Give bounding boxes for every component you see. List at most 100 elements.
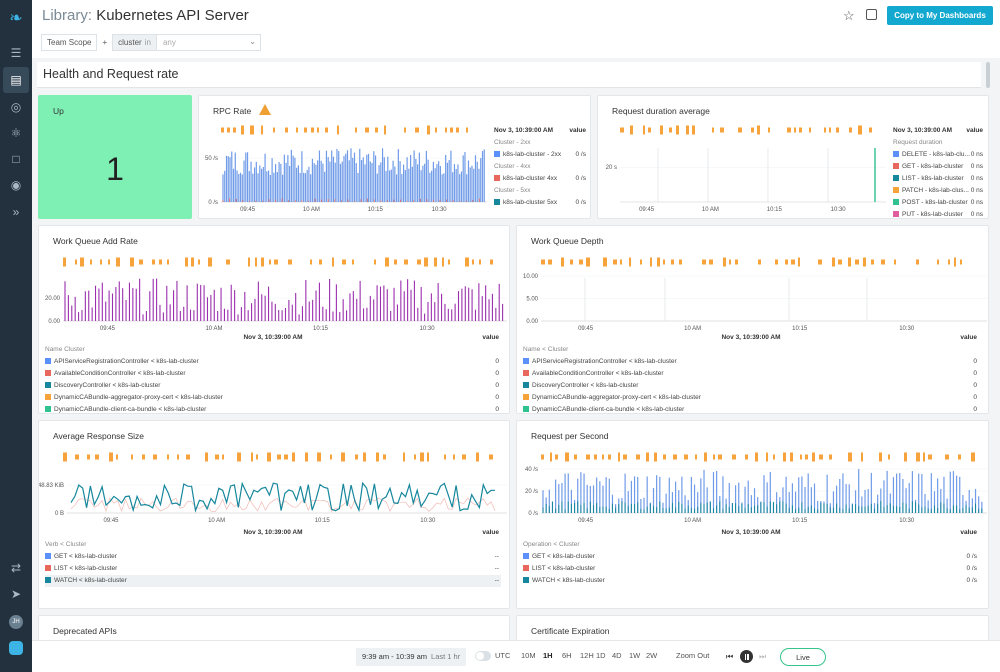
time-option-1w[interactable]: 1W: [629, 651, 641, 660]
panel-work-queue-add-rate[interactable]: Work Queue Add Rate 20.00 0.00 09:45 10 AM 1…: [38, 225, 510, 414]
live-button[interactable]: Live: [780, 648, 826, 666]
event-marker: [424, 257, 428, 267]
panel-request-per-second[interactable]: Request per Second 40 /s 20 /s 0 /s 09:45 10…: [516, 420, 989, 609]
event-marker: [775, 259, 778, 265]
legend-item[interactable]: WATCH < k8s-lab-cluster --: [45, 575, 501, 587]
sysdig-logo-icon[interactable]: ❧: [9, 10, 23, 27]
expand-icon[interactable]: »: [12, 205, 20, 219]
scrollbar[interactable]: [986, 62, 990, 88]
legend-item[interactable]: k8s-lab-cluster 4xx 0 /s: [494, 173, 586, 185]
time-option-10m[interactable]: 10M: [521, 651, 536, 660]
legend-item[interactable]: k8s-lab-cluster 5xx 0 /s: [494, 197, 586, 209]
dashboards-icon[interactable]: ▤: [3, 67, 29, 93]
event-marker: [818, 259, 822, 265]
legend-item[interactable]: LIST < k8s-lab-cluster 0 /s: [523, 563, 979, 575]
event-marker: [466, 127, 468, 133]
time-option-12h[interactable]: 12H: [580, 651, 594, 660]
team-scope-chip[interactable]: Team Scope: [41, 34, 98, 51]
legend-item[interactable]: DiscoveryController < k8s-lab-cluster 0: [45, 380, 501, 392]
legend-item[interactable]: POST - k8s-lab-cluster 0 ns: [893, 197, 983, 209]
event-marker: [602, 454, 604, 460]
event-marker: [958, 454, 961, 460]
legend-item[interactable]: DynamicCABundle-aggregator-proxy-cert < …: [45, 392, 501, 404]
capture-icon[interactable]: ◉: [10, 178, 22, 192]
legend-item[interactable]: DELETE - k8s-lab-clu... 0 ns: [893, 149, 983, 161]
panel-average-response-size[interactable]: Average Response Size 48.83 KiB 0 B 09:45 1…: [38, 420, 510, 609]
event-marker: [720, 127, 724, 133]
event-marker: [594, 454, 597, 460]
add-scope-icon[interactable]: +: [102, 38, 108, 47]
alerts-icon[interactable]: ⚛: [10, 126, 22, 140]
work-queue-depth-legend: Nov 3, 10:39:00 AM value Name < Cluster API…: [523, 332, 979, 416]
rpc-chart[interactable]: 50 /s 0 /s 09:45 10 AM 10:15 10:30: [199, 118, 489, 218]
layers-icon[interactable]: ☰: [10, 46, 22, 60]
rocket-icon[interactable]: ➤: [10, 587, 22, 601]
legend-item[interactable]: DynamicCABundle-client-ca-bundle < k8s-l…: [45, 404, 501, 416]
time-option-2w[interactable]: 2W: [646, 651, 658, 660]
legend-item[interactable]: APIServiceRegistrationController < k8s-l…: [523, 356, 979, 368]
legend-swatch: [45, 358, 51, 365]
warning-icon: [259, 104, 271, 115]
x-tick-label: 09:45: [639, 207, 655, 213]
legend-header: Nov 3, 10:39:00 AM value: [523, 527, 979, 539]
time-option-1h[interactable]: 1H: [543, 651, 553, 660]
legend-label: DiscoveryController < k8s-lab-cluster: [54, 382, 161, 389]
event-marker: [415, 127, 419, 133]
time-range-picker[interactable]: 9:39 am - 10:39 am Last 1 hr: [356, 648, 467, 666]
time-option-6h[interactable]: 6H: [562, 651, 572, 660]
favorite-star-icon[interactable]: ☆: [843, 8, 855, 23]
event-marker: [256, 454, 258, 460]
events-icon[interactable]: □: [12, 152, 20, 166]
panel-work-queue-depth[interactable]: Work Queue Depth 10.00 5.00 0.00 09:45 10 AM…: [516, 225, 989, 414]
request-per-second-legend: Nov 3, 10:39:00 AM value Operation < Clust…: [523, 527, 979, 587]
legend-item[interactable]: GET < k8s-lab-cluster --: [45, 551, 501, 563]
legend-item[interactable]: PATCH - k8s-lab-clus... 0 ns: [893, 185, 983, 197]
request-duration-chart[interactable]: 20 s 09:45 10 AM 10:15 10:30: [598, 118, 888, 218]
legend-item[interactable]: PUT - k8s-lab-cluster 0 ns: [893, 209, 983, 221]
panel-up[interactable]: Up 1: [38, 95, 192, 219]
explore-icon[interactable]: ◎: [10, 100, 22, 114]
legend-item[interactable]: LIST - k8s-lab-cluster 0 ns: [893, 173, 983, 185]
legend-item[interactable]: WATCH < k8s-lab-cluster 0 /s: [523, 575, 979, 587]
legend-item[interactable]: GET - k8s-lab-cluster 0 ns: [893, 161, 983, 173]
work-queue-depth-chart[interactable]: 10.00 5.00 0.00 09:45 10 AM 10:15 10:30: [517, 248, 990, 340]
pause-icon[interactable]: [740, 650, 753, 663]
request-per-second-chart[interactable]: 40 /s 20 /s 0 /s 09:45 10 AM 10:15 10:30: [517, 443, 990, 535]
copy-to-dashboards-button[interactable]: Copy to My Dashboards: [887, 6, 993, 25]
event-marker: [442, 257, 444, 267]
section-header[interactable]: Health and Request rate: [37, 62, 981, 88]
legend-item[interactable]: k8s-lab-cluster - 2xx 0 /s: [494, 149, 586, 161]
panel-rpc-rate[interactable]: RPC Rate 50 /s 0 /s 09:45 10 AM 10:15 10:30 N…: [198, 95, 591, 219]
work-queue-add-chart[interactable]: 20.00 0.00 09:45 10 AM 10:15 10:30: [39, 248, 511, 340]
time-option-1d[interactable]: 1D: [596, 651, 606, 660]
utc-toggle[interactable]: [475, 651, 491, 661]
legend-item[interactable]: GET < k8s-lab-cluster 0 /s: [523, 551, 979, 563]
panel-request-duration[interactable]: Request duration average 20 s 09:45 10 AM 1…: [597, 95, 989, 219]
skip-forward-icon[interactable]: ⏭: [759, 652, 767, 661]
event-marker: [109, 452, 113, 462]
legend-item[interactable]: AvailableConditionController < k8s-lab-c…: [523, 368, 979, 380]
legend-item[interactable]: DiscoveryController < k8s-lab-cluster 0: [523, 380, 979, 392]
scope-label[interactable]: cluster in: [112, 34, 157, 51]
zoom-out-button[interactable]: Zoom Out: [676, 651, 710, 660]
event-marker: [618, 452, 620, 462]
focus-icon[interactable]: [866, 9, 877, 20]
event-marker: [738, 127, 742, 133]
scope-value-select[interactable]: any ⌄: [156, 34, 261, 51]
legend-item[interactable]: DynamicCABundle-aggregator-proxy-cert < …: [523, 392, 979, 404]
integrations-icon[interactable]: ⇄: [10, 561, 22, 575]
event-marker: [671, 259, 674, 265]
legend-item[interactable]: APIServiceRegistrationController < k8s-l…: [45, 356, 501, 368]
user-avatar[interactable]: JH: [9, 615, 23, 629]
skip-back-icon[interactable]: ⏮: [726, 652, 734, 661]
average-response-chart[interactable]: 48.83 KiB 0 B 09:45 10 AM 10:15 10:30: [39, 443, 511, 535]
time-range-sub: Last 1 hr: [431, 652, 461, 661]
time-option-4d[interactable]: 4D: [612, 651, 622, 660]
legend-item[interactable]: AvailableConditionController < k8s-lab-c…: [45, 368, 501, 380]
legend-item[interactable]: DynamicCABundle-client-ca-bundle < k8s-l…: [523, 404, 979, 416]
chat-icon[interactable]: [9, 641, 23, 655]
x-tick-label: 10 AM: [208, 518, 225, 524]
legend-item[interactable]: LIST < k8s-lab-cluster --: [45, 563, 501, 575]
event-marker: [704, 452, 707, 462]
legend-label: DynamicCABundle-aggregator-proxy-cert < …: [532, 394, 701, 401]
